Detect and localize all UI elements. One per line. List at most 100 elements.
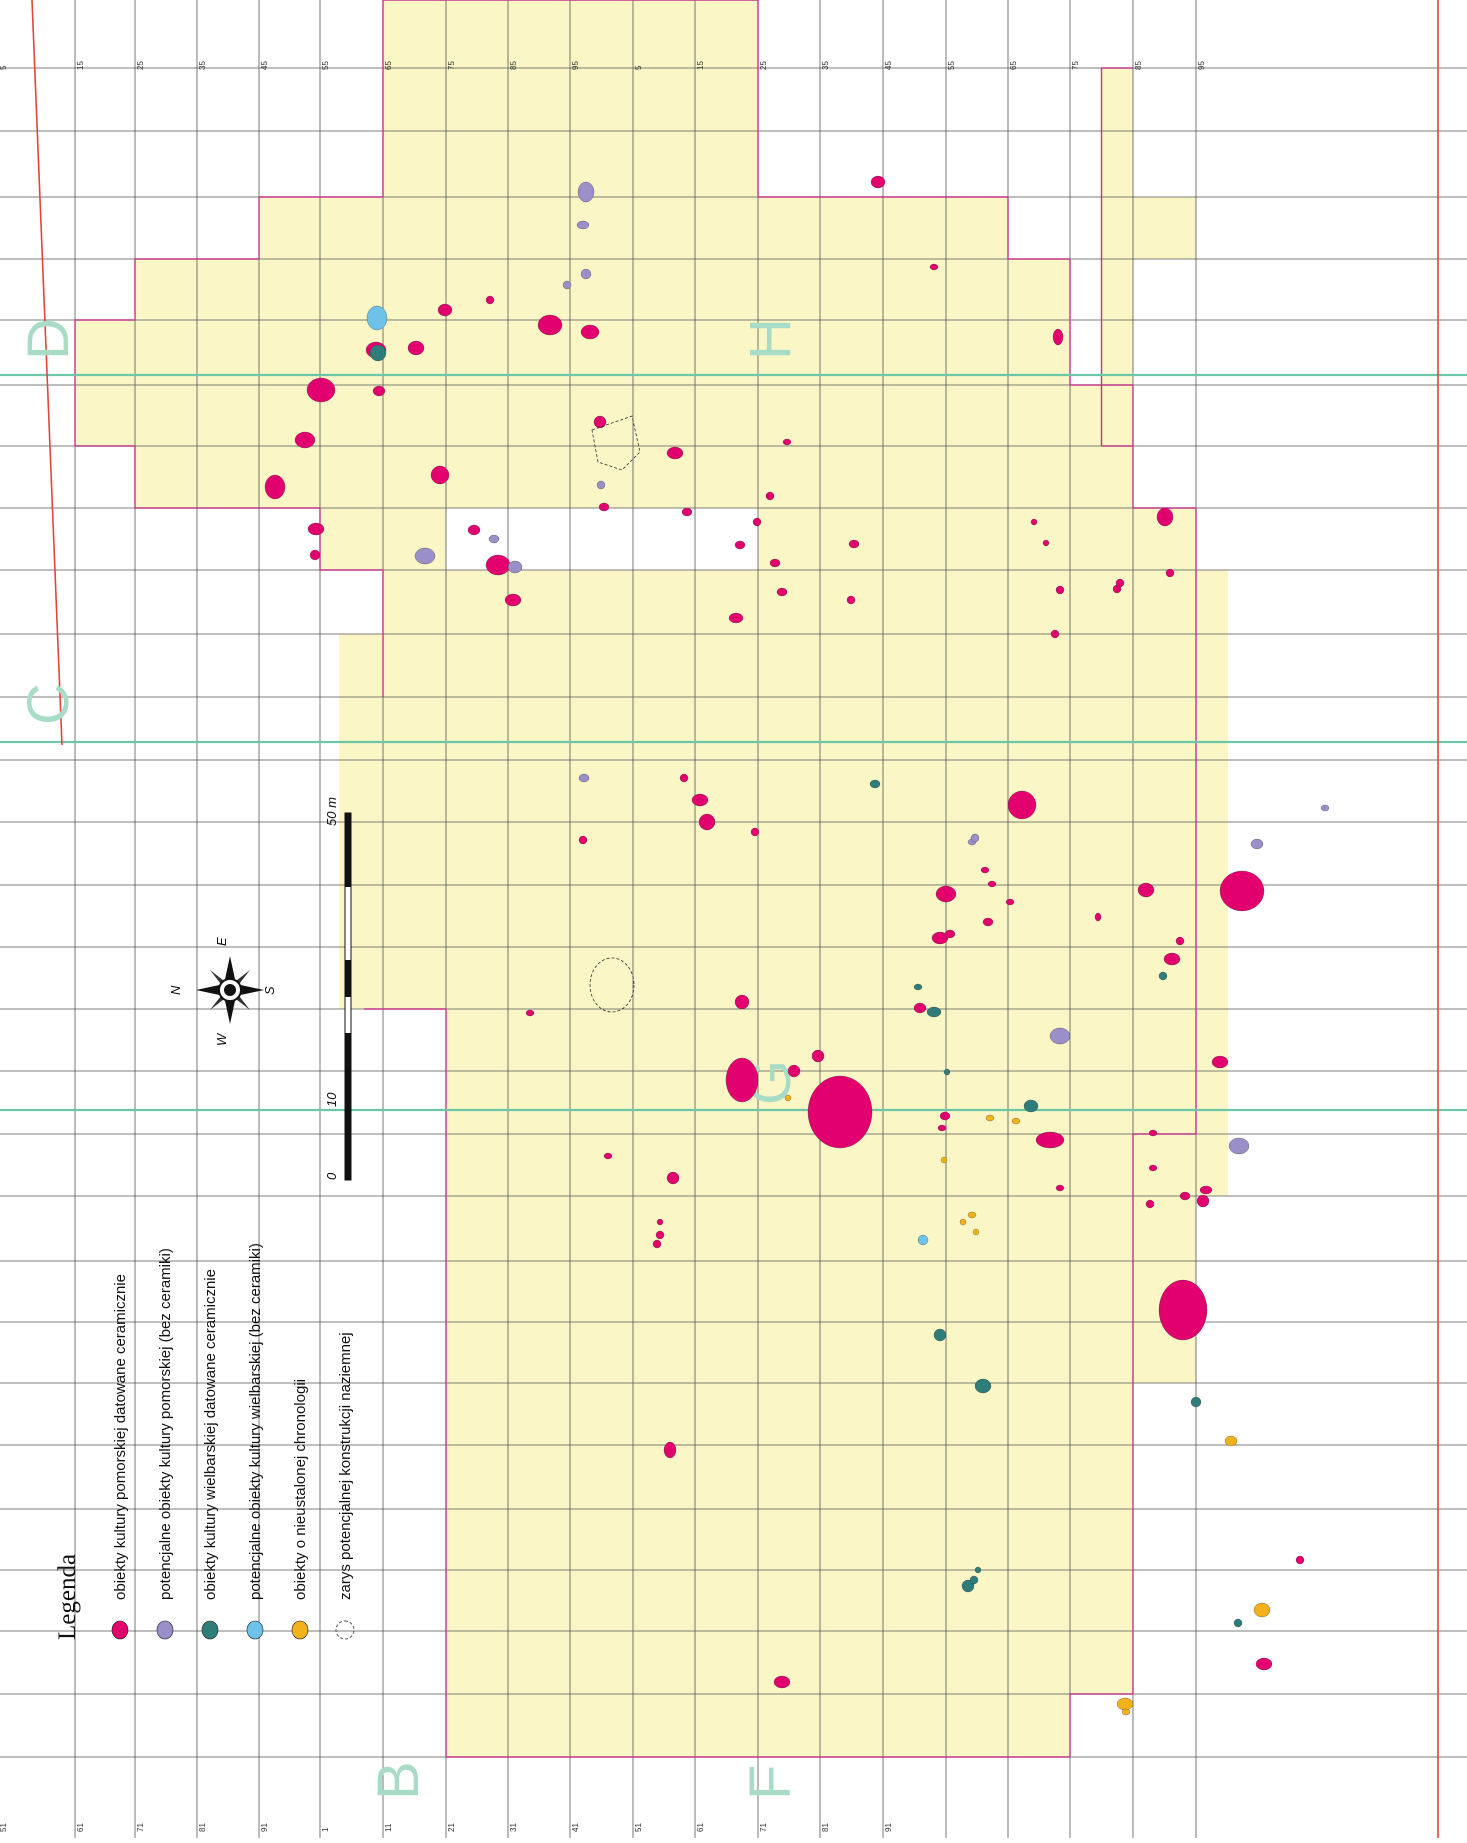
feature-pomorska [848, 539, 860, 549]
legend-items: obiekty kultury pomorskiej datowane cera… [111, 1243, 355, 1640]
feature-pomorska [1055, 585, 1065, 595]
grid-number: 5 [634, 65, 643, 70]
legend-title: Legenda [54, 1554, 81, 1640]
feature-pomorska [1145, 1199, 1155, 1209]
feature-wielbarska [1233, 1618, 1243, 1628]
feature-pomorska [1158, 1279, 1208, 1341]
feature-pomorska [1196, 1194, 1210, 1208]
feature-pomorska [598, 502, 610, 512]
feature-nieustalona [985, 1114, 995, 1122]
grid-number: 91 [260, 1823, 269, 1832]
grid-number: 95 [571, 61, 580, 70]
grid-number: 75 [447, 61, 456, 70]
grid-number: 21 [447, 1823, 456, 1832]
grid-number: 71 [759, 1823, 768, 1832]
legend-symbol-icon [246, 1620, 264, 1640]
grid-number: 95 [1197, 61, 1206, 70]
feature-pomorska [935, 885, 957, 903]
feature-pomorska [1035, 1131, 1065, 1149]
sector-letter: D [16, 318, 81, 360]
grid-number: 11 [384, 1823, 393, 1832]
scale-label-0: 0 [324, 1172, 339, 1180]
feature-nieustalona [940, 1156, 948, 1164]
feature-pomorska [580, 324, 600, 340]
grid-number: 61 [696, 1823, 705, 1832]
feature-pomorska [752, 517, 762, 527]
feature-nieustalona [1224, 1435, 1238, 1447]
grid-number: 5 [0, 65, 8, 70]
feature-pomorska [306, 377, 336, 403]
feature-pomorska [734, 540, 746, 550]
feature-pomorska [765, 491, 775, 501]
grid-number: 25 [759, 61, 768, 70]
grid-number: 31 [509, 1823, 518, 1832]
feature-pomorska_pot [1320, 804, 1330, 812]
feature-pomorska [982, 917, 994, 927]
grid-number: 85 [509, 61, 518, 70]
grid-number: 71 [136, 1823, 145, 1832]
feature-pomorska [728, 612, 744, 624]
feature-nieustalona [1011, 1117, 1021, 1125]
feature-pomorska [467, 524, 481, 536]
grid-number: 15 [696, 61, 705, 70]
feature-pomorska [437, 303, 453, 317]
feature-pomorska_pot [414, 547, 436, 565]
feature-pomorska [1148, 1164, 1158, 1172]
feature-pomorska [603, 1152, 613, 1160]
grid-number: 81 [821, 1823, 830, 1832]
feature-pomorska [593, 415, 607, 429]
excavated-area [1133, 197, 1196, 259]
feature-pomorska [1156, 507, 1174, 527]
feature-pomorska [773, 1675, 791, 1689]
feature-pomorska [776, 587, 788, 597]
scale-label-50: 50 m [324, 797, 339, 826]
compass-icon: N E S W [168, 937, 277, 1046]
feature-pomorska [578, 835, 588, 845]
compass-south: S [262, 986, 277, 995]
feature-pomorska [655, 1230, 665, 1240]
grid-number: 55 [947, 61, 956, 70]
feature-pomorska [656, 1218, 664, 1226]
feature-wielbarska_pot [917, 1234, 929, 1246]
feature-pomorska [537, 314, 563, 336]
feature-wielbarska [974, 1378, 992, 1394]
legend-item-label: obiekty kultury pomorskiej datowane cera… [112, 1274, 129, 1600]
excavated-area [259, 197, 383, 508]
feature-pomorska [913, 1002, 927, 1014]
grid-number: 15 [76, 61, 85, 70]
feature-pomorska [372, 385, 386, 397]
feature-pomorska [264, 474, 286, 500]
feature-nieustalona [1116, 1697, 1134, 1711]
feature-wielbarska [1158, 971, 1168, 981]
excavated-area [446, 570, 758, 1757]
feature-pomorska [430, 465, 450, 485]
feature-pomorska [1163, 952, 1181, 966]
feature-pomorska [485, 554, 511, 576]
legend-symbol-icon [291, 1620, 309, 1640]
feature-pomorska [679, 773, 689, 783]
legend-item-label: obiekty kultury wielbarskiej datowane ce… [202, 1269, 219, 1600]
excavated-area [1133, 1134, 1196, 1383]
feature-pomorska [1199, 1185, 1213, 1195]
grid-number: 45 [884, 61, 893, 70]
feature-pomorska [787, 1064, 801, 1078]
excavated-area [1070, 385, 1133, 1694]
feature-nieustalona [1253, 1602, 1271, 1618]
feature-pomorska [807, 1075, 873, 1149]
feature-wielbarska [1190, 1396, 1202, 1408]
site-boundary-layer [31, 0, 1439, 1838]
feature-pomorska_pot [562, 280, 572, 290]
feature-pomorska [1050, 629, 1060, 639]
sector-letter: F [738, 1765, 803, 1800]
grid-number: 41 [571, 1823, 580, 1832]
feature-pomorska [1175, 936, 1185, 946]
feature-pomorska [929, 263, 939, 271]
feature-pomorska [939, 1111, 951, 1121]
compass-north: N [168, 985, 183, 995]
grid-number: 65 [384, 61, 393, 70]
excavated-area [1101, 68, 1133, 446]
legend-symbol-icon [201, 1620, 219, 1640]
grid-number: 85 [1134, 61, 1143, 70]
